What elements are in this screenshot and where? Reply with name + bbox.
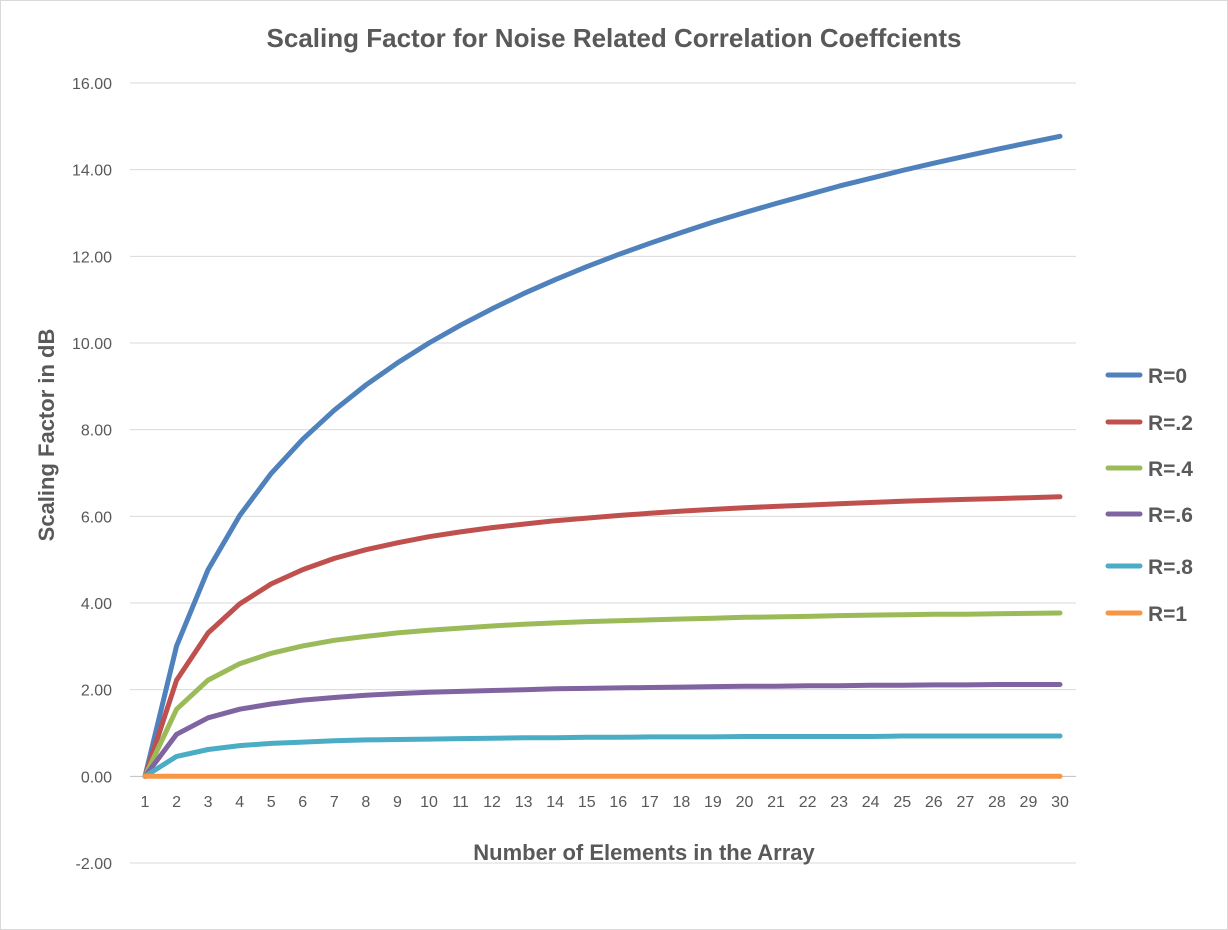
x-tick-label: 11	[452, 794, 469, 811]
x-axis-ticks: 1 2 3 4 5 6 7 8 9 10 11 12 13 14 15 16 17 18 19 20 21 22 23 24 2…	[141, 794, 1069, 811]
x-tick-label: 1	[141, 794, 150, 811]
x-tick-label: 2	[172, 794, 181, 811]
series-line-R=.8	[142, 733, 1063, 779]
x-tick-label: 23	[830, 794, 848, 811]
y-tick-label: -2.00	[76, 856, 113, 873]
series-line-R=.2	[142, 494, 1063, 779]
x-tick-label: 22	[799, 794, 817, 811]
y-tick-label: 8.00	[81, 423, 112, 440]
x-tick-label: 8	[361, 794, 370, 811]
x-tick-label: 16	[609, 794, 627, 811]
y-axis-label: Scaling Factor in dB	[34, 329, 59, 542]
legend-label: R=.2	[1148, 412, 1193, 435]
series-line-R=.4	[142, 610, 1063, 779]
legend-label: R=0	[1148, 365, 1187, 388]
y-tick-label: 16.00	[72, 76, 112, 93]
y-tick-label: 2.00	[81, 683, 112, 700]
x-tick-label: 30	[1051, 794, 1069, 811]
x-tick-label: 27	[956, 794, 974, 811]
x-tick-label: 17	[641, 794, 659, 811]
legend: R=0 R=.2 R=.4 R=.6 R=.8 R=1	[1105, 365, 1193, 626]
y-axis-ticks: -2.00 0.00 2.00 4.00 6.00 8.00 10.00 12.00 14.00…	[72, 76, 112, 873]
legend-label: R=.4	[1148, 458, 1193, 481]
x-tick-label: 21	[767, 794, 785, 811]
series-line-R=0	[142, 133, 1063, 779]
x-tick-label: 28	[988, 794, 1006, 811]
x-tick-label: 3	[204, 794, 213, 811]
gridlines	[130, 82, 1076, 864]
x-tick-label: 18	[672, 794, 690, 811]
x-tick-label: 4	[235, 794, 244, 811]
x-tick-label: 20	[736, 794, 754, 811]
x-tick-label: 26	[925, 794, 943, 811]
x-tick-label: 7	[330, 794, 339, 811]
y-tick-label: 0.00	[81, 769, 112, 786]
x-tick-label: 13	[515, 794, 533, 811]
x-axis-label: Number of Elements in the Array	[473, 840, 815, 865]
x-tick-label: 6	[298, 794, 307, 811]
x-tick-label: 15	[578, 794, 596, 811]
x-tick-label: 5	[267, 794, 276, 811]
legend-label: R=1	[1148, 603, 1187, 626]
x-tick-label: 9	[393, 794, 402, 811]
y-tick-label: 10.00	[72, 336, 112, 353]
chart-title: Scaling Factor for Noise Related Correla…	[267, 23, 962, 53]
x-tick-label: 14	[546, 794, 564, 811]
x-tick-label: 19	[704, 794, 722, 811]
series-lines	[142, 133, 1063, 779]
y-tick-label: 14.00	[72, 163, 112, 180]
y-tick-label: 12.00	[72, 249, 112, 266]
x-tick-label: 24	[862, 794, 880, 811]
x-tick-label: 29	[1020, 794, 1038, 811]
legend-label: R=.8	[1148, 556, 1193, 579]
series-line-R=.6	[142, 682, 1063, 779]
x-tick-label: 12	[483, 794, 501, 811]
y-tick-label: 4.00	[81, 596, 112, 613]
y-tick-label: 6.00	[81, 509, 112, 526]
x-tick-label: 25	[893, 794, 911, 811]
x-tick-label: 10	[420, 794, 438, 811]
legend-label: R=.6	[1148, 504, 1193, 527]
